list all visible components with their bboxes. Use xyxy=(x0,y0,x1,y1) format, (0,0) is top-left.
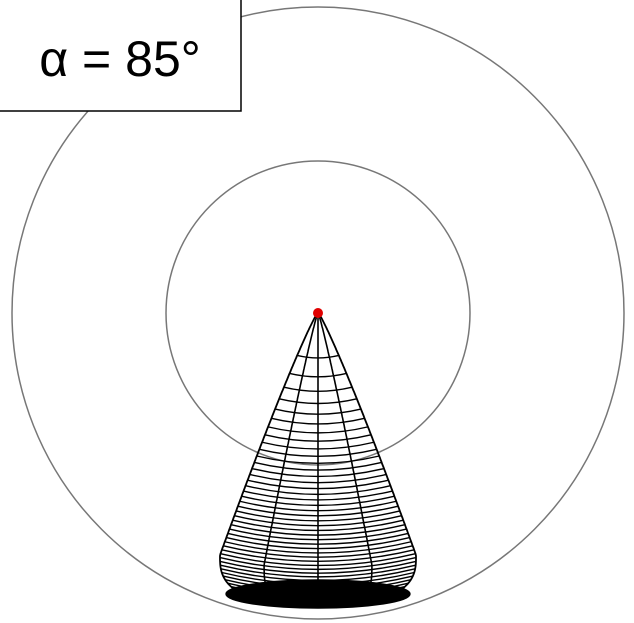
cone-base xyxy=(226,580,410,608)
cone-mesh xyxy=(220,312,416,608)
apex-dot xyxy=(313,308,323,318)
page: α = 85° (() => { const data = JSON.parse… xyxy=(0,0,634,623)
angle-label: α = 85° xyxy=(39,31,201,87)
diagram: α = 85° xyxy=(0,0,634,623)
